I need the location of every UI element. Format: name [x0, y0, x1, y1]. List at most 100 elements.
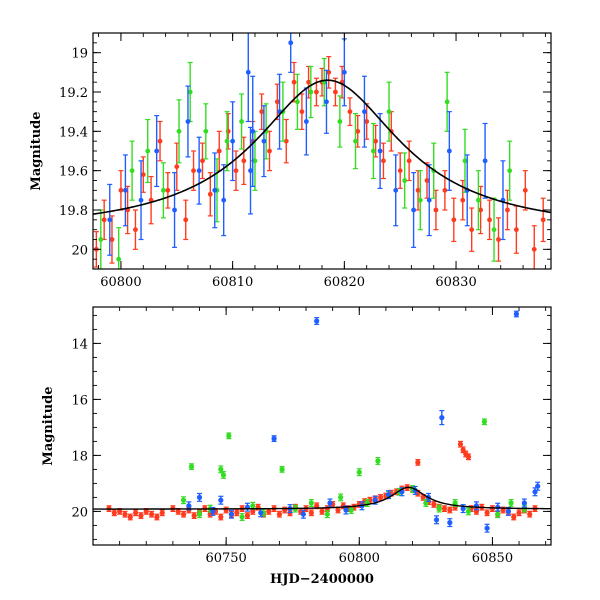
bottom-point — [218, 495, 224, 505]
top-point — [239, 93, 245, 150]
top-point — [132, 209, 138, 250]
bottom-point — [324, 510, 330, 519]
bottom-point-marker — [196, 511, 203, 517]
top-point-marker — [267, 148, 272, 154]
top-model-curve — [93, 79, 551, 215]
top-point-marker — [207, 191, 213, 197]
top-point-marker — [370, 148, 376, 154]
bottom-point — [447, 518, 453, 528]
bottom-point — [266, 508, 272, 515]
top-point — [160, 162, 166, 219]
bottom-point — [441, 505, 448, 512]
bottom-point-marker — [465, 508, 472, 514]
bottom-point — [436, 504, 442, 513]
top-point — [154, 114, 160, 187]
bottom-point — [465, 453, 472, 461]
top-point — [185, 85, 191, 158]
bottom-point — [481, 418, 488, 426]
top-point — [291, 61, 297, 103]
bottom-point-marker — [495, 504, 501, 510]
top-point-marker — [138, 197, 144, 203]
bottom-point — [226, 432, 232, 440]
top-point — [469, 207, 475, 252]
top-point-marker — [417, 197, 423, 203]
bottom-point-marker — [415, 459, 421, 465]
bottom-point — [300, 509, 306, 519]
bottom-point-marker — [276, 511, 282, 517]
bottom-point-marker — [218, 514, 224, 520]
top-y-tick-label: 19.4 — [59, 125, 88, 140]
top-y-tick-label: 19 — [71, 47, 88, 62]
top-point-marker — [176, 128, 182, 134]
bottom-point-marker — [372, 497, 378, 503]
top-point — [370, 122, 376, 180]
bottom-point-marker — [210, 508, 216, 514]
bottom-point — [191, 512, 197, 520]
top-point — [482, 122, 488, 199]
bottom-point-marker — [122, 511, 128, 517]
top-point-marker — [386, 109, 392, 115]
top-point-marker — [172, 207, 177, 213]
top-point-marker — [324, 99, 329, 105]
bottom-point-marker — [327, 500, 333, 506]
bottom-point-marker — [527, 511, 533, 517]
bottom-point — [279, 466, 285, 473]
top-point — [444, 71, 450, 132]
bottom-point-marker — [535, 483, 541, 489]
top-point — [283, 118, 289, 164]
top-point — [140, 156, 146, 193]
bottom-point-marker — [250, 508, 256, 514]
top-point-marker — [415, 187, 421, 193]
top-point — [207, 172, 213, 217]
top-point — [406, 140, 412, 182]
top-point — [196, 136, 202, 205]
bottom-x-tick-label: 60750 — [205, 551, 246, 566]
bottom-point-marker — [436, 506, 442, 512]
bottom-point — [452, 499, 458, 507]
top-point — [393, 154, 399, 227]
top-point — [191, 150, 197, 191]
bottom-point-marker — [218, 497, 224, 503]
top-point — [487, 199, 493, 241]
top-point-marker — [442, 187, 448, 193]
top-point — [386, 81, 392, 142]
top-point-marker — [364, 119, 370, 124]
top-point-marker — [248, 168, 253, 174]
top-point — [540, 197, 546, 243]
bottom-point — [180, 496, 187, 505]
top-point-marker — [299, 109, 305, 115]
top-point-marker — [444, 99, 450, 105]
top-point-marker — [462, 158, 468, 164]
top-point — [230, 101, 236, 182]
bottom-point-marker — [516, 510, 522, 516]
top-point-marker — [203, 128, 209, 134]
top-point — [221, 164, 227, 237]
bottom-point-marker — [513, 311, 519, 317]
top-point — [122, 154, 128, 227]
bottom-point-marker — [180, 497, 187, 503]
bottom-point-marker — [175, 508, 181, 514]
top-point-marker — [259, 109, 265, 115]
bottom-point — [484, 523, 490, 533]
top-point — [377, 113, 383, 189]
bottom-point — [188, 463, 195, 470]
bottom-point-marker — [127, 514, 133, 520]
bottom-point — [511, 513, 517, 521]
top-point-marker — [185, 119, 191, 124]
top-point-marker — [101, 217, 107, 223]
top-point-marker — [326, 69, 332, 75]
top-point-marker — [341, 69, 347, 75]
top-point — [118, 170, 124, 211]
top-point-marker — [187, 89, 193, 95]
top-point-marker — [355, 128, 361, 134]
top-point — [500, 160, 506, 241]
bottom-y-tick-label: 14 — [71, 337, 88, 352]
top-point — [462, 128, 468, 193]
top-point — [165, 172, 171, 209]
top-point-marker — [174, 164, 180, 170]
top-point — [507, 140, 513, 201]
bottom-point-marker — [228, 511, 235, 517]
bottom-point-marker — [250, 503, 256, 509]
bottom-y-tick-label: 18 — [71, 449, 88, 464]
bottom-point-marker — [138, 513, 144, 519]
